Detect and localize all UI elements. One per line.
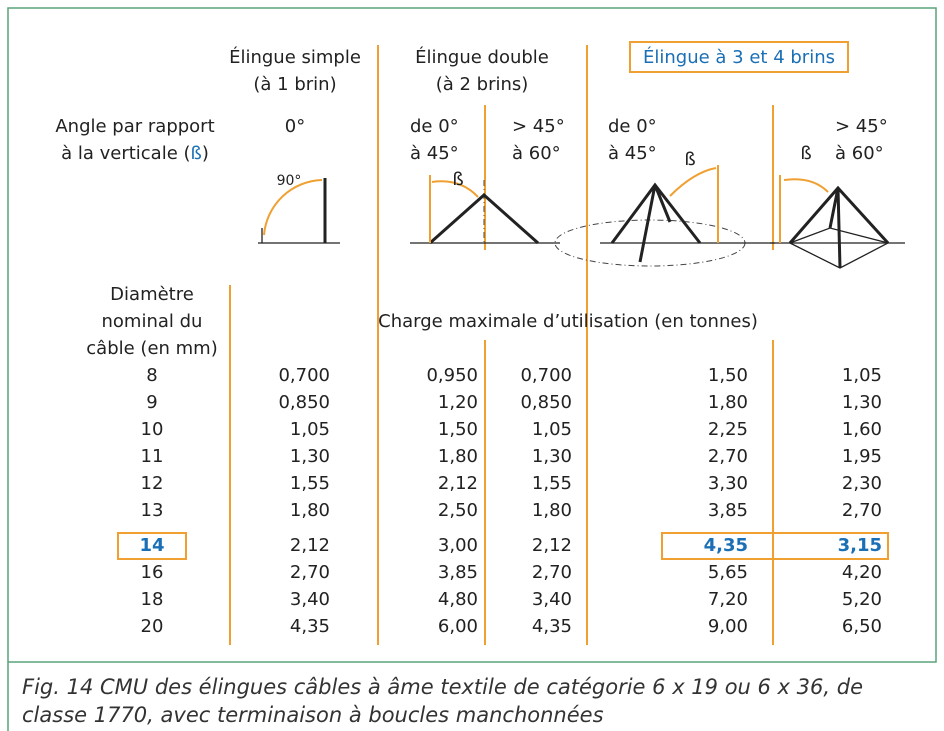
cell: 1,55 [532,473,572,494]
cell: 1,30 [842,392,882,413]
diameter: 18 [141,589,164,610]
cell: 1,80 [290,500,330,521]
cell: 0,700 [278,365,330,386]
cell: 2,70 [290,562,330,583]
header: (à 1 brin) [253,74,336,95]
diameter: 8 [146,365,157,386]
angle-label-text: ) [202,143,209,164]
cell: 2,12 [438,473,478,494]
cell: 1,05 [532,419,572,440]
cell: 4,35 [532,616,572,637]
diameter: 14 [139,535,164,556]
diameter: 10 [141,419,164,440]
diagram-label: ß [800,143,811,164]
cell: 0,950 [426,365,478,386]
cell: 5,65 [708,562,748,583]
cell: 2,25 [708,419,748,440]
angle: à 60° [835,143,884,164]
cell: 2,12 [290,535,330,556]
angle-label: Angle par rapport [55,116,214,137]
cell: 6,50 [842,616,882,637]
diameter: 11 [141,446,164,467]
cell: 1,20 [438,392,478,413]
header: Élingue simple [229,46,361,68]
cell: 2,30 [842,473,882,494]
diagram-label: ß [452,169,463,190]
angle-label-text: à la verticale ( [61,143,190,164]
cell: 7,20 [708,589,748,610]
cell: 3,85 [708,500,748,521]
diagram-label: ß [684,149,695,170]
frame [7,7,937,731]
cell: 2,12 [532,535,572,556]
cell: 3,00 [438,535,478,556]
cell: 3,40 [532,589,572,610]
cell: 9,00 [708,616,748,637]
cell: 1,50 [708,365,748,386]
cell: 0,850 [278,392,330,413]
diameter: 13 [141,500,164,521]
header: Élingue double [415,46,549,68]
row-header: câble (en mm) [86,338,217,359]
angle: > 45° [835,116,888,137]
cell: 3,85 [438,562,478,583]
cell: 2,70 [532,562,572,583]
cell: 1,30 [290,446,330,467]
cell: 1,50 [438,419,478,440]
cell: 3,15 [838,535,882,556]
beta: ß [191,143,202,164]
cell: 1,60 [842,419,882,440]
cell: 3,30 [708,473,748,494]
diameter: 16 [141,562,164,583]
diameter: 12 [141,473,164,494]
diameter: 20 [141,616,164,637]
caption: classe 1770, avec terminaison à boucles … [22,703,604,727]
separators [117,41,889,645]
row-header: Diamètre [110,284,194,305]
diameter: 9 [146,392,157,413]
cell: 4,35 [704,535,748,556]
cell: 1,80 [708,392,748,413]
cell: 5,20 [842,589,882,610]
cell: 1,80 [532,500,572,521]
cell: 2,70 [842,500,882,521]
cell: 1,05 [290,419,330,440]
angle: > 45° [512,116,565,137]
angle: à 45° [410,143,459,164]
caption: Fig. 14 CMU des élingues câbles à âme te… [22,675,863,699]
row-header: nominal du [102,311,203,332]
cell: 1,30 [532,446,572,467]
angle: 0° [285,116,305,137]
angle: à 60° [512,143,561,164]
cell: 2,70 [708,446,748,467]
cell: 4,35 [290,616,330,637]
diagram-label: 90° [277,173,302,189]
diagrams [258,165,905,269]
cell: 4,20 [842,562,882,583]
cell: 1,95 [842,446,882,467]
cell: 1,05 [842,365,882,386]
cell: 3,40 [290,589,330,610]
cell: 1,55 [290,473,330,494]
angle: à 45° [608,143,657,164]
cell: 0,850 [520,392,572,413]
header: Élingue à 3 et 4 brins [643,46,835,68]
angle: de 0° [608,116,657,137]
cell: 1,80 [438,446,478,467]
cell: 2,50 [438,500,478,521]
span-header: Charge maximale d’utilisation (en tonnes… [378,311,758,332]
cell: 0,700 [520,365,572,386]
cell: 6,00 [438,616,478,637]
angle-label: à la verticale (ß) [61,143,209,164]
header: (à 2 brins) [436,74,529,95]
cell: 4,80 [438,589,478,610]
angle: de 0° [410,116,459,137]
